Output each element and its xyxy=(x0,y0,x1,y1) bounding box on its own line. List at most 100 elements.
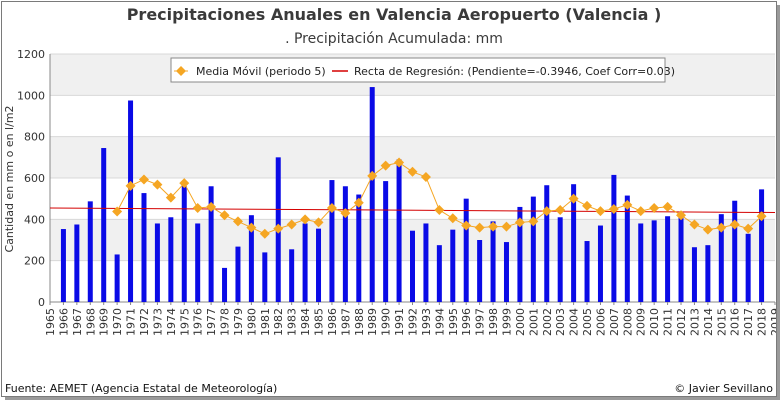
moving-average-point xyxy=(313,217,324,228)
moving-average-point xyxy=(206,201,217,212)
bar xyxy=(477,240,483,302)
x-tick-label: 1989 xyxy=(366,308,379,336)
bar xyxy=(396,159,402,302)
moving-average-point xyxy=(702,224,713,235)
x-tick-label: 1982 xyxy=(272,308,285,336)
moving-average-point xyxy=(434,205,445,216)
x-tick-label: 2004 xyxy=(568,308,581,336)
x-tick-label: 1966 xyxy=(57,308,70,336)
x-tick-label: 1997 xyxy=(474,308,487,336)
x-tick-label: 2007 xyxy=(608,308,621,336)
bar xyxy=(530,196,536,302)
moving-average-point xyxy=(635,206,646,217)
bar xyxy=(356,194,362,302)
x-tick-label: 2016 xyxy=(729,308,742,336)
bar xyxy=(745,233,751,302)
moving-average-point xyxy=(192,202,203,213)
x-tick-label: 2018 xyxy=(756,308,769,336)
moving-average-point xyxy=(447,213,458,224)
x-tick-label: 2006 xyxy=(594,308,607,336)
moving-average-point xyxy=(420,171,431,182)
x-tick-label: 2002 xyxy=(541,308,554,336)
moving-average-point xyxy=(541,206,552,217)
bar xyxy=(410,230,415,302)
x-tick-label: 1987 xyxy=(339,308,352,336)
x-tick-label: 1998 xyxy=(487,308,500,336)
bar xyxy=(208,186,214,302)
bar xyxy=(624,195,630,302)
moving-average-point xyxy=(125,180,136,191)
moving-average-point xyxy=(407,166,418,177)
footer-source: Fuente: AEMET (Agencia Estatal de Meteor… xyxy=(5,382,277,395)
bar xyxy=(557,217,563,302)
x-tick-label: 2001 xyxy=(527,308,540,336)
x-tick-label: 1973 xyxy=(151,308,164,336)
bar xyxy=(678,213,684,302)
bar xyxy=(181,185,187,302)
moving-average-point xyxy=(622,199,633,210)
y-tick-label: 600 xyxy=(24,172,45,185)
x-tick-label: 2005 xyxy=(581,308,594,336)
bar xyxy=(544,185,550,302)
moving-average-point xyxy=(138,174,149,185)
bar xyxy=(732,200,738,302)
moving-average-point xyxy=(662,201,673,212)
bar xyxy=(611,174,617,302)
bar xyxy=(222,267,228,302)
x-tick-label: 2017 xyxy=(742,308,755,336)
moving-average-point xyxy=(608,204,619,214)
legend-marker-moving-average-icon xyxy=(174,66,188,76)
bar xyxy=(342,186,348,302)
y-tick-label: 0 xyxy=(38,296,45,309)
x-tick-label: 2009 xyxy=(635,308,648,336)
moving-average-point xyxy=(340,208,351,219)
x-tick-label: 1999 xyxy=(500,308,513,336)
bar xyxy=(141,193,147,302)
bar xyxy=(87,201,93,302)
bar xyxy=(302,223,308,302)
bar xyxy=(490,221,496,302)
x-tick-label: 1972 xyxy=(138,308,151,336)
moving-average-point xyxy=(649,202,660,213)
x-tick-label: 1993 xyxy=(420,308,433,336)
bar xyxy=(691,247,697,302)
x-tick-label: 2008 xyxy=(621,308,634,336)
bar xyxy=(759,189,765,302)
x-tick-label: 1995 xyxy=(447,308,460,336)
bar xyxy=(289,249,295,302)
x-tick-label: 1976 xyxy=(192,308,205,336)
y-tick-label: 200 xyxy=(24,255,45,268)
moving-average-point xyxy=(394,157,405,168)
bar xyxy=(262,252,268,302)
bar xyxy=(436,245,442,302)
bar xyxy=(383,181,389,302)
x-tick-label: 2003 xyxy=(554,308,567,336)
bar xyxy=(128,100,134,302)
y-tick-label: 400 xyxy=(24,213,45,226)
moving-average-point xyxy=(179,178,190,189)
x-tick-label: 1996 xyxy=(460,308,473,336)
bar xyxy=(195,223,201,302)
bar xyxy=(651,220,657,302)
legend-box xyxy=(170,57,666,83)
moving-average-point xyxy=(152,179,163,190)
x-tick-label: 1983 xyxy=(286,308,299,336)
moving-average-point xyxy=(528,216,539,227)
x-tick-label: 1978 xyxy=(219,308,232,336)
x-tick-label: 1992 xyxy=(407,308,420,336)
x-tick-label: 1968 xyxy=(84,308,97,336)
x-tick-label: 1965 xyxy=(44,308,57,336)
bar xyxy=(329,180,335,302)
x-tick-label: 1981 xyxy=(259,308,272,336)
moving-average-point xyxy=(488,221,499,232)
moving-average-point xyxy=(286,219,297,230)
x-tick-label: 1980 xyxy=(245,308,258,336)
moving-average-point xyxy=(461,220,472,231)
x-tick-label: 2010 xyxy=(648,308,661,336)
x-tick-label: 2014 xyxy=(702,308,715,336)
moving-average-point xyxy=(112,206,123,217)
x-tick-label: 1994 xyxy=(433,308,446,336)
x-tick-label: 1979 xyxy=(232,308,245,336)
moving-average-point xyxy=(246,222,257,233)
